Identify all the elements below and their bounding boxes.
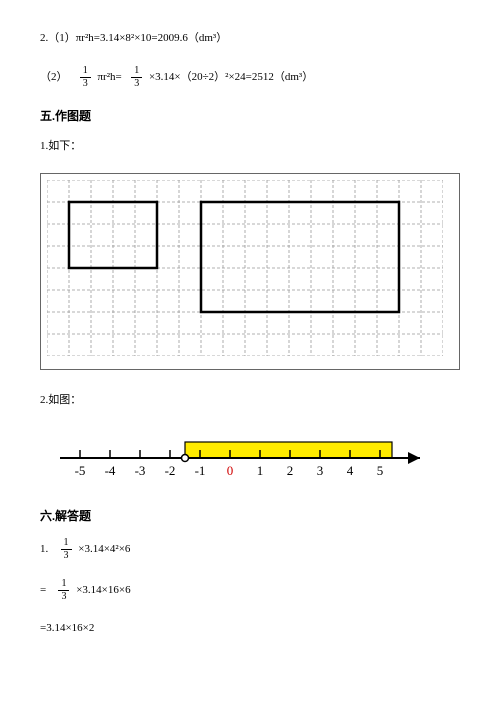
eq: = (40, 584, 46, 596)
section6-title: 六.解答题 (40, 507, 460, 526)
prefix: （2） (40, 71, 68, 83)
svg-text:2: 2 (287, 463, 294, 478)
fraction-icon: 1 3 (61, 538, 72, 561)
svg-text:1: 1 (257, 463, 264, 478)
q6-line2: = 1 3 ×3.14×16×6 (40, 579, 460, 602)
q6-line3: =3.14×16×2 (40, 620, 460, 638)
svg-text:-2: -2 (165, 463, 176, 478)
svg-text:5: 5 (377, 463, 384, 478)
sec5-q1: 1.如下： (40, 138, 460, 156)
q2-part2: （2） 1 3 πr²h= 1 3 ×3.14×（20÷2）²×24=2512（… (40, 66, 460, 89)
fraction-icon: 1 3 (58, 579, 69, 602)
rest: ×3.14×4²×6 (78, 543, 130, 555)
svg-text:-4: -4 (105, 463, 116, 478)
svg-text:0: 0 (227, 463, 234, 478)
sec5-q2: 2.如图： (40, 392, 460, 410)
svg-text:-5: -5 (75, 463, 86, 478)
svg-text:-3: -3 (135, 463, 146, 478)
numline-svg: -5 -4 -3 -2 -1 0 1 2 3 4 5 (50, 428, 450, 483)
q6-line1: 1. 1 3 ×3.14×4²×6 (40, 538, 460, 561)
grid-svg (47, 180, 443, 356)
rest: ×3.14×（20÷2）²×24=2512（dm³） (149, 71, 313, 83)
svg-text:-1: -1 (195, 463, 206, 478)
fraction-icon: 1 3 (131, 66, 142, 89)
svg-text:3: 3 (317, 463, 324, 478)
fraction-icon: 1 3 (80, 66, 91, 89)
grid-figure (40, 173, 460, 370)
rest: ×3.14×16×6 (76, 584, 130, 596)
mid: πr²h= (98, 71, 122, 83)
q2-part1: 2.（1）πr²h=3.14×8²×10=2009.6（dm³） (40, 30, 460, 48)
numberline-figure: -5 -4 -3 -2 -1 0 1 2 3 4 5 (50, 428, 460, 490)
prefix: 1. (40, 543, 48, 555)
section5-title: 五.作图题 (40, 107, 460, 126)
text: 2.（1）πr²h=3.14×8²×10=2009.6（dm³） (40, 32, 227, 44)
svg-text:4: 4 (347, 463, 354, 478)
